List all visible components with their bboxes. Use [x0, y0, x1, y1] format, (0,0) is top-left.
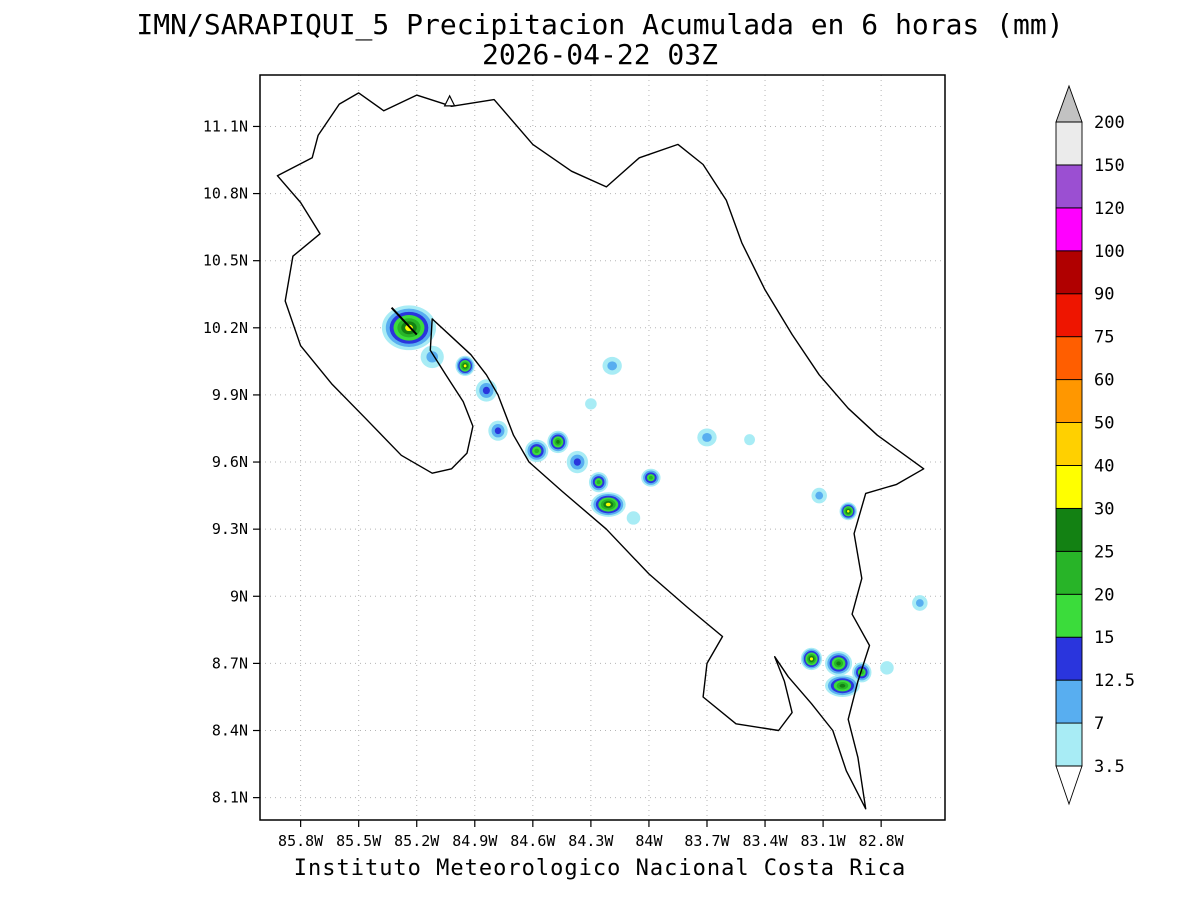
precip-cell-ring: [626, 511, 641, 525]
colorbar-label: 60: [1094, 371, 1114, 391]
colorbar-segment: [1055, 121, 1083, 166]
colorbar-label: 150: [1094, 156, 1125, 176]
colorbar-label: 15: [1094, 628, 1114, 648]
lat-tick-label: 10.8N: [203, 185, 248, 203]
colorbar-segment: [1055, 593, 1083, 638]
colorbar-label: 90: [1094, 285, 1114, 305]
lon-tick-label: 85.5W: [336, 832, 382, 850]
colorbar-segment: [1055, 164, 1083, 209]
coastline-layer: [276, 92, 925, 810]
colorbar-segment: [1055, 507, 1083, 552]
footer-attribution: Instituto Meteorologico Nacional Costa R…: [293, 856, 907, 881]
lat-tick-label: 8.4N: [212, 722, 248, 740]
colorbar-label: 7: [1094, 714, 1104, 734]
precip-cell-ring: [556, 440, 560, 444]
lat-tick-label: 8.7N: [212, 654, 248, 672]
lon-tick-label: 84.3W: [568, 832, 614, 850]
colorbar-label: 75: [1094, 328, 1114, 348]
colorbar-label: 100: [1094, 242, 1125, 262]
colorbar-segment: [1055, 250, 1083, 295]
axes-layer: 11.1N 10.8N 10.5N 10.2N 9.9N 9.6N 9.3N 9N 8.7N 8.…: [203, 74, 946, 850]
precip-cell-ring: [648, 475, 653, 480]
precip-cell-ring: [815, 491, 824, 500]
lon-tick-label: 83.7W: [684, 832, 730, 850]
precip-cell-ring: [534, 448, 540, 454]
precip-cell-ring: [915, 599, 924, 607]
colorbar-label: 25: [1094, 542, 1114, 562]
precip-cell-ring: [482, 386, 490, 395]
lat-tick-label: 9.9N: [212, 386, 248, 404]
lon-tick-label: 84.6W: [510, 832, 556, 850]
colorbar-layer: 3.5 7 12.5 15 20 25 30 40 50 60 75 90 100 120 150 200: [1055, 84, 1135, 806]
precip-cell-ring: [744, 434, 755, 446]
precip-cell-ring: [702, 432, 712, 442]
colorbar-segment: [1055, 636, 1083, 681]
gridlines-layer: [260, 75, 945, 820]
lat-tick-label: 10.2N: [203, 319, 248, 337]
colorbar-label: 120: [1094, 199, 1125, 219]
colorbar-segment: [1055, 550, 1083, 595]
colorbar-segment: [1055, 465, 1083, 509]
chart-title: IMN/SARAPIQUI_5 Precipitacion Acumulada …: [136, 8, 1064, 41]
plot-frame: [259, 74, 946, 821]
coastline-path: [276, 92, 925, 810]
colorbar-label: 3.5: [1094, 757, 1125, 777]
colorbar-segment: [1055, 379, 1083, 423]
precip-cell-ring: [607, 361, 618, 371]
precip-cell-ring: [494, 427, 502, 435]
colorbar-label: 20: [1094, 585, 1114, 605]
colorbar-segment: [1055, 336, 1083, 381]
colorbar-segment: [1055, 207, 1083, 252]
precip-cell-ring: [426, 351, 439, 363]
lon-tick-label: 85.2W: [394, 832, 440, 850]
lon-tick-label: 82.8W: [859, 832, 905, 850]
lat-tick-label: 8.1N: [212, 789, 248, 807]
colorbar-arrow-below: [1055, 765, 1083, 806]
precip-cell-ring: [596, 480, 601, 485]
colorbar-label: 40: [1094, 456, 1114, 476]
precip-cell-ring: [573, 458, 581, 466]
precip-cell-ring: [836, 661, 841, 666]
colorbar-label: 12.5: [1094, 671, 1135, 691]
river-line: [390, 306, 418, 336]
chart-subtitle-datetime: 2026-04-22 03Z: [481, 38, 718, 71]
triangle-marker-icon: [443, 94, 456, 107]
lon-tick-label: 85.8W: [278, 832, 324, 850]
precip-cell-ring: [585, 398, 597, 410]
colorbar-segment: [1055, 422, 1083, 466]
lat-tick-label: 9.3N: [212, 520, 248, 538]
lon-tick-label: 83.4W: [742, 832, 788, 850]
lat-tick-label: 9.6N: [212, 453, 248, 471]
precip-cell-ring: [847, 509, 850, 513]
precip-cell-ring: [839, 683, 846, 688]
lon-tick-label: 84.9W: [452, 832, 498, 850]
precip-cell-ring: [880, 661, 894, 675]
lon-tick-label: 83.1W: [801, 832, 847, 850]
lat-tick-label: 11.1N: [203, 117, 248, 135]
lat-tick-label: 9N: [230, 587, 248, 605]
lon-tick-label: 84W: [635, 832, 663, 850]
precip-cell-ring: [463, 364, 467, 368]
precipitation-cells-layer: [381, 305, 928, 697]
lat-tick-label: 10.5N: [203, 252, 248, 270]
colorbar-arrow-above: [1055, 84, 1083, 123]
colorbar-label: 30: [1094, 499, 1114, 519]
colorbar-segment: [1055, 679, 1083, 724]
colorbar-segment: [1055, 722, 1083, 767]
colorbar-label: 200: [1094, 113, 1125, 133]
precip-cell-ring: [809, 657, 814, 661]
precip-cell-ring: [605, 502, 611, 507]
colorbar-segment: [1055, 293, 1083, 338]
colorbar-label: 50: [1094, 414, 1114, 434]
